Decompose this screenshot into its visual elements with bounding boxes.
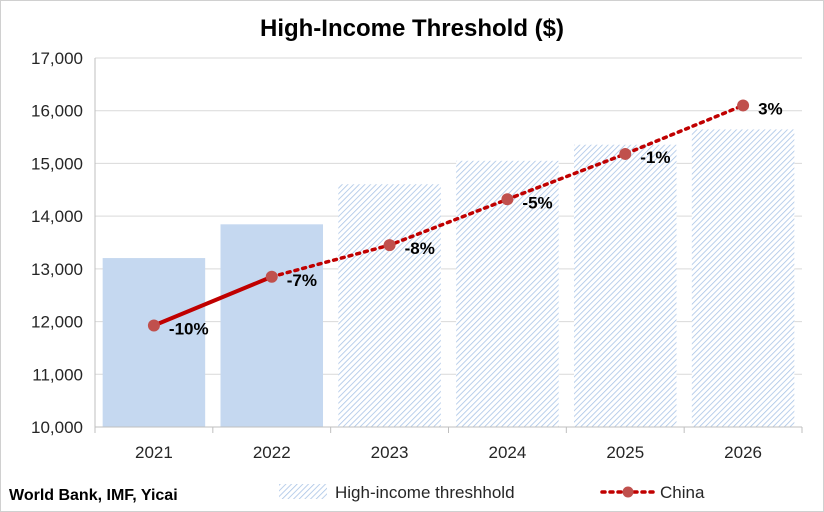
bar-2026 (691, 129, 795, 427)
china-marker-2025 (619, 147, 632, 160)
bar-2021 (102, 258, 206, 427)
china-marker-2023 (383, 239, 396, 252)
legend-label-china: China (660, 483, 705, 502)
legend-marker-china (622, 486, 634, 498)
gridlines (95, 57, 802, 375)
x-tick-label: 2021 (135, 443, 173, 462)
data-label-2024: -5% (522, 193, 552, 212)
china-line-series (147, 99, 750, 332)
x-tick-label: 2024 (489, 443, 527, 462)
bar-2025 (573, 144, 677, 427)
data-label-2026: 3% (758, 99, 783, 118)
x-tick-label: 2023 (371, 443, 409, 462)
data-label-2021: -10% (169, 320, 209, 339)
bar-2023 (338, 184, 441, 427)
bar-series (102, 129, 795, 428)
data-label-2023: -8% (405, 239, 435, 258)
legend: High-income threshhold China (279, 483, 705, 502)
china-marker-2022 (265, 270, 278, 283)
china-line-solid (151, 274, 274, 328)
data-label-2025: -1% (640, 148, 670, 167)
y-tick-label: 13,000 (31, 260, 83, 279)
x-tick-label: 2025 (606, 443, 644, 462)
x-tick-label: 2022 (253, 443, 291, 462)
legend-label-threshold: High-income threshhold (335, 483, 515, 502)
china-marker-2021 (147, 319, 160, 332)
china-marker-2024 (501, 193, 514, 206)
y-axis: 10,000 11,000 12,000 13,000 14,000 15,000 16,0… (31, 49, 96, 437)
source-note: World Bank, IMF, Yicai (9, 487, 178, 504)
x-tick-label: 2026 (724, 443, 762, 462)
china-marker-2026 (737, 99, 750, 112)
y-tick-label: 17,000 (31, 49, 83, 68)
data-labels: -10% -7% -8% -5% -1% 3% (169, 99, 783, 338)
chart-title: High-Income Threshold ($) (260, 15, 564, 42)
y-tick-label: 14,000 (31, 207, 83, 226)
legend-swatch-threshold (279, 484, 327, 499)
y-tick-label: 15,000 (31, 154, 83, 173)
x-axis: 2021 2022 2023 2024 2025 2026 (94, 426, 803, 462)
y-tick-label: 11,000 (32, 365, 83, 384)
y-tick-label: 10,000 (31, 418, 83, 437)
data-label-2022: -7% (287, 271, 317, 290)
bar-2022 (220, 224, 324, 427)
y-tick-label: 12,000 (31, 313, 83, 332)
y-tick-label: 16,000 (31, 102, 83, 121)
